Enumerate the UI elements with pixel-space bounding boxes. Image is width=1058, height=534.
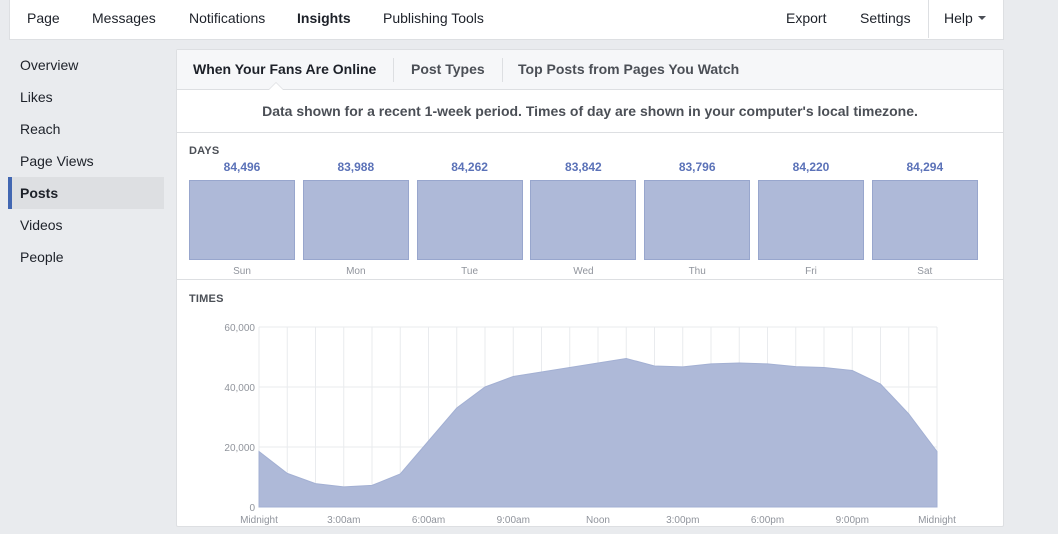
day-bar[interactable] [871,180,978,260]
y-tick-label: 60,000 [224,323,255,334]
day-tick-label: Mon [346,266,366,277]
x-tick-label: 9:00pm [836,515,869,526]
day-value-label: 83,842 [565,160,602,174]
day-bar[interactable] [189,180,295,260]
nav-insights[interactable]: Insights [297,10,351,26]
day-tick-label: Wed [573,266,594,277]
tab-bar: When Your Fans Are Online Post Types Top… [177,50,1003,90]
sidebar-item-page-views[interactable]: Page Views [20,153,94,169]
day-tick-label: Tue [461,266,479,277]
section-divider [177,279,1003,280]
x-tick-label: 3:00am [327,515,360,526]
nav-export[interactable]: Export [786,10,827,26]
day-column[interactable]: 83,988 Mon [302,158,409,280]
day-value-label: 83,988 [337,160,375,174]
timezone-notice: Data shown for a recent 1-week period. T… [177,90,1003,133]
day-column[interactable]: 84,262 Tue [416,158,523,280]
day-value-label: 84,220 [792,160,830,174]
nav-divider [928,0,929,38]
times-chart: 0 20,000 40,000 60,000 Midnight 3:00am 6:00am 9… [177,312,1003,526]
tab-when-fans-online[interactable]: When Your Fans Are Online [193,61,377,77]
sidebar-item-reach[interactable]: Reach [20,121,61,137]
x-tick-label: Midnight [240,515,278,526]
day-tick-label: Sun [233,266,251,277]
y-tick-label: 0 [249,503,255,514]
day-tick-label: Thu [688,266,706,277]
nav-help[interactable]: Help [944,0,986,38]
x-tick-label: Noon [586,515,610,526]
days-label: DAYS [189,145,220,157]
day-bar[interactable] [530,180,637,260]
times-area [258,357,938,508]
x-tick-label: 3:00pm [666,515,699,526]
chevron-down-icon [977,16,986,21]
day-tick-label: Fri [805,266,817,277]
day-value-label: 84,496 [223,160,261,174]
day-column[interactable]: 84,220 Fri [758,158,864,280]
day-bar[interactable] [644,180,751,260]
days-chart: 84,496 Sun 83,988 Mon 84,262 Tue 83,842 Wed 83,7… [189,158,979,280]
day-value-label: 84,262 [451,160,488,174]
sidebar-item-people[interactable]: People [20,249,64,265]
day-bar[interactable] [302,180,409,260]
y-tick-label: 20,000 [224,443,255,454]
nav-page[interactable]: Page [27,10,60,26]
tab-post-types[interactable]: Post Types [411,61,485,77]
sidebar-item-videos[interactable]: Videos [20,217,63,233]
x-tick-label: 9:00am [497,515,530,526]
x-tick-label: 6:00am [412,515,445,526]
tab-divider [502,58,503,82]
active-tab-pointer [268,82,284,90]
nav-notifications[interactable]: Notifications [189,10,266,26]
day-tick-label: Sat [917,266,933,277]
day-bar[interactable] [416,180,523,260]
sidebar-item-posts[interactable]: Posts [8,177,164,209]
x-tick-label: Midnight [918,515,956,526]
day-value-label: 83,796 [678,160,716,174]
sidebar-item-overview[interactable]: Overview [20,57,79,73]
day-column[interactable]: 84,294 Sat [871,158,978,280]
nav-publishing-tools[interactable]: Publishing Tools [383,10,484,26]
x-tick-label: 6:00pm [751,515,784,526]
insights-panel: When Your Fans Are Online Post Types Top… [176,49,1004,527]
tab-divider [393,58,394,82]
day-column[interactable]: 83,842 Wed [530,158,637,280]
nav-messages[interactable]: Messages [92,10,156,26]
nav-help-label: Help [944,10,973,26]
day-value-label: 84,294 [906,160,944,174]
times-area-chart: 0 20,000 40,000 60,000 Midnight 3:00am 6:00am 9… [224,323,956,526]
day-column[interactable]: 83,796 Thu [644,158,751,280]
nav-settings[interactable]: Settings [860,10,911,26]
sidebar-item-likes[interactable]: Likes [20,89,53,105]
y-tick-label: 40,000 [224,383,255,394]
tab-top-posts[interactable]: Top Posts from Pages You Watch [518,61,740,77]
sidebar: Overview Likes Reach Page Views Posts Vi… [8,49,164,273]
top-nav: Page Messages Notifications Insights Pub… [9,0,1004,40]
day-bar[interactable] [758,180,864,260]
day-column[interactable]: 84,496 Sun [189,158,295,280]
times-label: TIMES [189,293,224,305]
